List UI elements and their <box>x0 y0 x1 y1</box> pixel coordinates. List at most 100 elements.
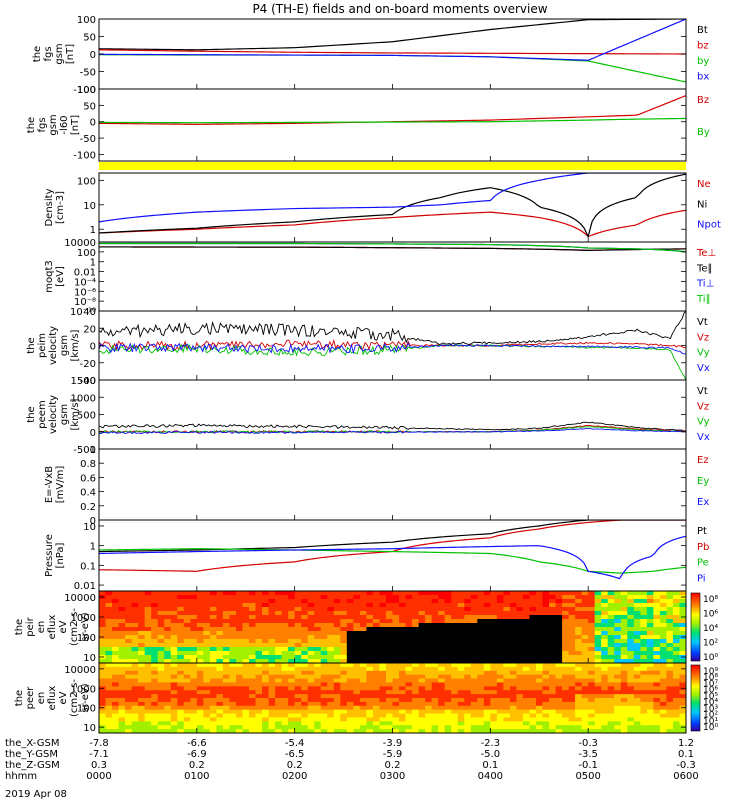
spectrogram-cell <box>412 655 420 660</box>
spectrogram-cell <box>255 639 263 644</box>
spectrogram-cell <box>125 701 133 707</box>
spectrogram-cell <box>346 635 354 640</box>
spectrogram-cell <box>353 659 361 663</box>
spectrogram-cell <box>581 701 589 707</box>
spectrogram-cell <box>255 698 263 703</box>
spectrogram-cell <box>568 686 576 691</box>
spectrogram-cell <box>333 607 341 612</box>
spectrogram-cell <box>294 698 302 703</box>
spectrogram-cell <box>372 666 381 672</box>
spectrogram-cell <box>451 686 459 691</box>
spectrogram-cell <box>464 709 472 715</box>
spectrogram-cell <box>444 635 452 640</box>
spectrogram-cell <box>138 603 146 608</box>
spectrogram-cell <box>568 690 576 695</box>
spectrogram-cell <box>444 595 452 600</box>
spectrogram-cell <box>131 670 139 676</box>
spectrogram-cell <box>399 647 407 652</box>
y-axis-label-line: sr-eV) <box>80 683 91 712</box>
spectrogram-cell <box>255 599 263 604</box>
spectrogram-cell <box>203 713 211 719</box>
spectrogram-cell <box>359 595 368 600</box>
spectrogram-cell <box>470 595 478 600</box>
spectrogram-cell <box>464 694 472 699</box>
spectrogram-cell <box>640 686 648 691</box>
spectrogram-cell <box>118 666 126 672</box>
spectrogram-cell <box>412 709 420 715</box>
spectrogram-cell <box>568 655 576 660</box>
spectrogram-cell <box>203 670 211 676</box>
spectrogram-cell <box>314 674 322 680</box>
spectrogram-cell <box>203 682 211 687</box>
spectrogram-cell <box>640 647 648 652</box>
spectrogram-cell <box>118 729 126 733</box>
spectrogram-cell <box>359 655 368 660</box>
spectrogram-cell <box>196 721 204 726</box>
spectrogram-cell <box>607 607 615 612</box>
spectrogram-cell <box>679 674 686 680</box>
spectrogram-cell <box>496 655 504 660</box>
spectrogram-cell <box>542 729 550 733</box>
spectrogram-cell <box>209 690 217 695</box>
spectrogram-cell <box>588 725 596 730</box>
spectrogram-cell <box>659 674 668 680</box>
spectrogram-cell <box>444 607 452 612</box>
spectrogram-cell <box>653 701 661 707</box>
spectrogram-cell <box>275 631 283 636</box>
spectrogram-cell <box>209 701 217 707</box>
spectrogram-cell <box>614 670 622 676</box>
series-line-Bt <box>99 19 686 51</box>
spectrogram-cell <box>183 666 191 672</box>
spectrogram-cell <box>372 591 381 596</box>
spectrogram-cell <box>327 725 335 730</box>
spectrogram-cell <box>522 631 531 636</box>
spectrogram-cell <box>242 686 250 691</box>
spectrogram-cell <box>503 678 511 684</box>
spectrogram-cell <box>464 623 472 628</box>
spectrogram-cell <box>535 655 544 660</box>
spectrogram-cell <box>138 655 146 660</box>
spectrogram-cell <box>301 615 309 620</box>
spectrogram-cell <box>503 721 511 726</box>
spectrogram-cell <box>438 674 446 680</box>
spectrogram-cell <box>249 694 257 699</box>
spectrogram-cell <box>431 690 439 695</box>
spectrogram-cell <box>464 701 472 707</box>
spectrogram-cell <box>203 666 211 672</box>
series-line-Vz <box>99 338 686 351</box>
spectrogram-cell <box>451 619 459 624</box>
y-tick-label: -50 <box>80 134 96 145</box>
spectrogram-cell <box>438 635 446 640</box>
spectrogram-cell <box>522 678 531 684</box>
spectrogram-cell <box>601 635 609 640</box>
spectrogram-cell <box>438 709 446 715</box>
spectrogram-cell <box>431 666 439 672</box>
spectrogram-cell <box>379 721 387 726</box>
spectrogram-cell <box>627 595 635 600</box>
spectrogram-cell <box>112 591 120 596</box>
spectrogram-cell <box>412 694 420 699</box>
spectrogram-cell <box>222 595 231 600</box>
spectrogram-cell <box>672 615 681 620</box>
spectrogram-cell <box>575 709 583 715</box>
spectrogram-cell <box>359 725 368 730</box>
spectrogram-cell <box>216 611 224 616</box>
spectrogram-cell <box>438 666 446 672</box>
spectrogram-cell <box>659 686 668 691</box>
spectrogram-cell <box>633 623 641 628</box>
spectrogram-cell <box>222 705 231 711</box>
spectrogram-cell <box>627 635 635 640</box>
spectrogram-cell <box>516 591 524 596</box>
legend-Ti∥: Ti∥ <box>696 294 711 305</box>
spectrogram-cell <box>105 705 113 711</box>
spectrogram-cell <box>646 619 654 624</box>
spectrogram-cell <box>281 595 289 600</box>
spectrogram-cell <box>144 698 152 703</box>
spectrogram-cell <box>522 639 531 644</box>
spectrogram-cell <box>203 729 211 733</box>
spectrogram-cell <box>679 591 686 596</box>
spectrogram-cell <box>522 729 531 733</box>
spectrogram-cell <box>196 611 204 616</box>
y-axis-label-line: peer <box>25 686 36 710</box>
spectrogram-cell <box>620 666 628 672</box>
